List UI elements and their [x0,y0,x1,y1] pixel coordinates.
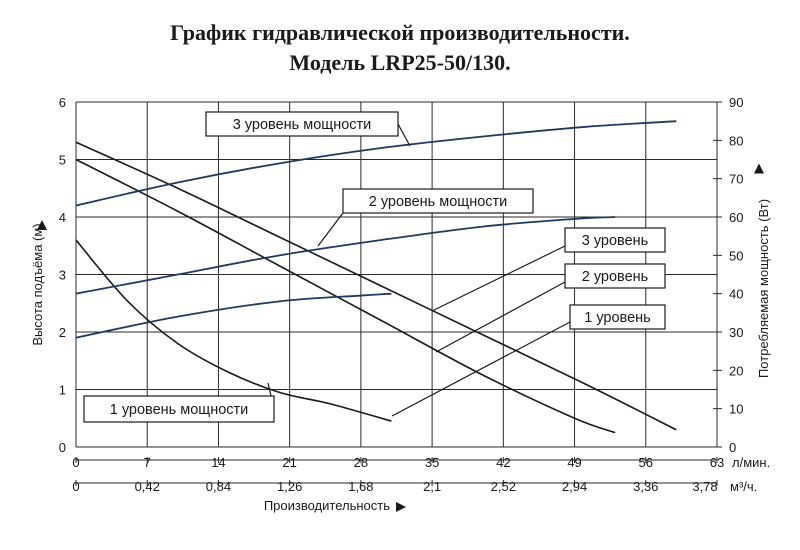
x-m3h-tick-label: 0,84 [206,479,231,494]
x-m3h-tick-label: 2,52 [491,479,516,494]
y-left-tick-label: 2 [59,325,66,340]
annotation-leader-line [391,321,571,417]
x-m3h-tick-label: 1,68 [348,479,373,494]
x-lmin-unit-label: л/мин. [732,455,770,470]
x-axis-arrow-icon [396,502,406,512]
annotation-label: 1 уровень [584,310,650,326]
chart-subtitle: Модель LRP25-50/130. [289,50,511,75]
y-left-tick-label: 3 [59,268,66,283]
y-right-axis-arrow-icon [754,163,764,174]
x-axis-title: Производительность [264,498,390,513]
y-right-tick-label: 10 [729,402,743,417]
y-left-tick-label: 0 [59,440,66,455]
power-curve-3 [75,120,677,207]
power-curve-1 [75,292,392,339]
head-curve-1 [75,239,392,422]
y-right-tick-label: 50 [729,248,743,263]
y-right-axis-title-group: Потребляемая мощность (Вт) [754,163,771,378]
annotation-box [564,263,666,289]
x-lmin-tick-label: 7 [144,455,151,470]
x-lmin-tick-label: 49 [567,455,581,470]
annotation-label: 1 уровень мощности [110,402,249,418]
y-left-axis-title-group: Высота подъёма (м) [30,220,47,346]
x-lmin-tick-label: 63 [710,455,724,470]
x-lmin-tick-label: 0 [72,455,79,470]
x-m3h-tick-label: 3,78 [692,479,717,494]
y-right-tick-label: 70 [729,172,743,187]
head-curve-3 [75,141,677,431]
y-left-tick-label: 4 [59,210,66,225]
x-lmin-tick-label: 42 [496,455,510,470]
annotation-label: 3 уровень мощности [233,117,372,133]
chart-title-line1: График гидравлической производительности… [170,20,630,45]
x-m3h-tick-label: 3,36 [633,479,658,494]
y-right-tick-label: 20 [729,363,743,378]
power-curve-2 [75,216,616,295]
x-lmin-tick-label: 21 [282,455,296,470]
x-m3h-tick-label: 2,94 [562,479,587,494]
annotation-label: 2 уровень [582,269,648,285]
x-lmin-tick-label: 14 [211,455,225,470]
y-right-tick-label: 30 [729,325,743,340]
y-left-tick-label: 6 [59,95,66,110]
y-left-axis-arrow-icon [37,220,47,230]
x-m3h-tick-label: 1,26 [277,479,302,494]
annotation-label: 2 уровень мощности [369,194,508,210]
annotation-box [342,188,534,214]
y-right-axis-title: Потребляемая мощность (Вт) [756,199,771,378]
annotation-leader-line [317,212,344,247]
y-right-tick-label: 80 [729,133,743,148]
annotation-leader-line [397,123,411,147]
x-m3h-unit-label: м³/ч. [730,479,757,494]
y-left-tick-label: 5 [59,153,66,168]
annotation-box [83,395,275,423]
y-right-tick-label: 40 [729,287,743,302]
y-left-axis-title: Высота подъёма (м) [30,223,45,345]
x-lmin-tick-label: 56 [639,455,653,470]
x-m3h-tick-label: 0,42 [135,479,160,494]
head-curve-2 [75,158,616,434]
x-m3h-tick-label: 0 [72,479,79,494]
x-lmin-tick-label: 28 [354,455,368,470]
y-right-tick-label: 60 [729,210,743,225]
annotation-box [564,227,666,253]
annotation-box [205,111,399,137]
x-lmin-tick-label: 35 [425,455,439,470]
annotation-label: 3 уровень [582,233,648,249]
y-left-tick-label: 1 [59,383,66,398]
y-right-tick-label: 90 [729,95,743,110]
x-m3h-tick-label: 2,1 [423,479,441,494]
annotation-leader-line [431,245,566,312]
y-right-tick-label: 0 [729,440,736,455]
chart-title: График гидравлической производительности… [0,18,800,78]
annotation-box [569,304,666,330]
annotation-leader-line [435,281,566,353]
